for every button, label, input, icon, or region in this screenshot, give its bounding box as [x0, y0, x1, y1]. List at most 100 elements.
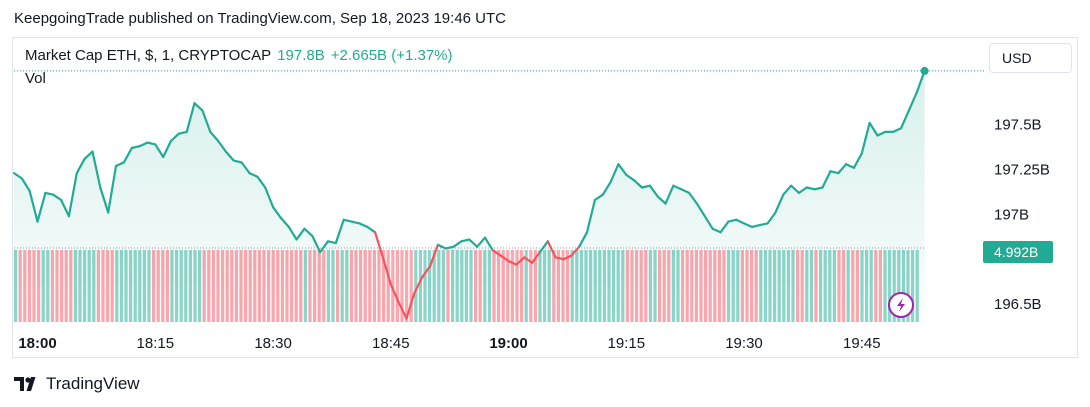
volume-bar — [915, 250, 919, 322]
volume-bar — [520, 250, 524, 322]
price-line-segment — [452, 240, 463, 248]
volume-bar — [860, 250, 864, 322]
time-tick-label: 19:45 — [843, 335, 881, 352]
volume-bar — [41, 250, 45, 322]
volume-bar — [782, 250, 786, 322]
price-line-segment — [154, 143, 165, 159]
volume-bar — [290, 250, 294, 322]
volume-bar — [382, 250, 386, 322]
volume-bar — [267, 250, 271, 322]
price-line-segment — [264, 186, 275, 209]
price-line-segment — [585, 198, 597, 234]
tradingview-brand[interactable]: TradingView — [14, 374, 140, 394]
price-line-segment — [899, 109, 911, 130]
price-line-segment — [20, 177, 31, 193]
volume-bar — [161, 250, 165, 322]
volume-bar — [23, 250, 27, 322]
volume-bar — [441, 250, 445, 322]
last-price-value: 197.8B — [277, 47, 325, 64]
chart-frame — [12, 37, 1078, 358]
price-line-segment — [664, 184, 675, 205]
price-line-segment — [114, 161, 126, 168]
price-line-segment — [366, 225, 377, 234]
volume-bars — [14, 250, 919, 322]
volume-bar — [888, 250, 892, 322]
volume-bar — [451, 250, 455, 322]
volume-bar — [667, 250, 671, 322]
volume-bar — [731, 250, 735, 322]
volume-badge: 4.992B — [983, 241, 1053, 263]
volume-bar — [216, 250, 220, 322]
price-line-segment — [193, 102, 204, 112]
price-change: +2.665B (+1.37%) — [330, 47, 453, 64]
volume-bar — [538, 250, 542, 322]
volume-bar — [395, 250, 399, 322]
volume-legend-label[interactable]: Vol — [25, 70, 46, 87]
price-line-segment — [358, 222, 369, 228]
volume-bar — [515, 250, 519, 322]
price-line-segment — [750, 224, 761, 228]
price-line-segment — [421, 265, 432, 279]
lightning-icon[interactable] — [888, 292, 914, 318]
volume-bar — [156, 250, 160, 322]
price-line-segment — [821, 170, 832, 189]
volume-bar — [368, 250, 372, 322]
price-line-segment — [350, 220, 361, 225]
price-line-segment — [342, 218, 353, 223]
volume-bar — [524, 250, 528, 322]
volume-bar — [584, 250, 588, 322]
volume-bar — [911, 250, 915, 322]
price-line-segment — [515, 256, 526, 266]
symbol-title[interactable]: Market Cap ETH, $, 1, CRYPTOCAP — [25, 47, 272, 64]
volume-bar — [193, 250, 197, 322]
price-line-segment — [530, 251, 542, 264]
price-line-segment — [609, 163, 620, 184]
volume-bar — [124, 250, 128, 322]
volume-bar — [225, 250, 229, 322]
volume-bar — [685, 250, 689, 322]
volume-bar — [529, 250, 533, 322]
volume-bar — [809, 250, 813, 322]
last-price-dot — [920, 66, 929, 75]
volume-bar — [828, 250, 832, 322]
volume-bar — [846, 250, 850, 322]
volume-bar — [386, 250, 390, 322]
currency-button[interactable]: USD — [989, 43, 1072, 73]
time-axis[interactable]: 18:00 18:15 18:30 18:45 19:00 19:15 19:30 19:45 — [18, 335, 880, 352]
price-axis[interactable]: 196.5B 197B 197.25B 197.5B — [994, 117, 1050, 313]
volume-bar — [575, 250, 579, 322]
price-line-segment — [303, 227, 314, 237]
price-line-segment — [876, 130, 887, 137]
price-line-segment — [625, 173, 636, 182]
price-line-segment — [632, 179, 644, 189]
volume-bar — [777, 250, 781, 322]
volume-bar — [280, 250, 284, 322]
volume-bar — [874, 250, 878, 322]
volume-bar — [60, 250, 64, 322]
volume-bar — [405, 250, 409, 322]
price-line-segment — [476, 236, 487, 248]
volume-bar — [497, 250, 501, 322]
price-line-segment — [12, 172, 23, 180]
price-line-segment — [837, 163, 848, 175]
volume-bar — [878, 250, 882, 322]
volume-bar — [331, 250, 335, 322]
volume-bar — [805, 250, 809, 322]
price-line-segment — [554, 256, 565, 261]
price-tick-label: 197.5B — [994, 117, 1042, 134]
volume-bar — [681, 250, 685, 322]
time-tick-label: 18:30 — [254, 335, 292, 352]
price-line-segment — [272, 206, 282, 220]
volume-bar — [740, 250, 744, 322]
price-line-segment — [483, 236, 494, 252]
volume-bar — [299, 250, 303, 322]
volume-bar — [708, 250, 712, 322]
volume-bar — [612, 250, 616, 322]
volume-bar — [101, 250, 105, 322]
price-line-segment — [907, 91, 918, 112]
price-line-segment — [672, 184, 683, 191]
volume-bar — [543, 250, 547, 322]
volume-bar — [644, 250, 648, 322]
price-line-segment — [844, 163, 856, 169]
